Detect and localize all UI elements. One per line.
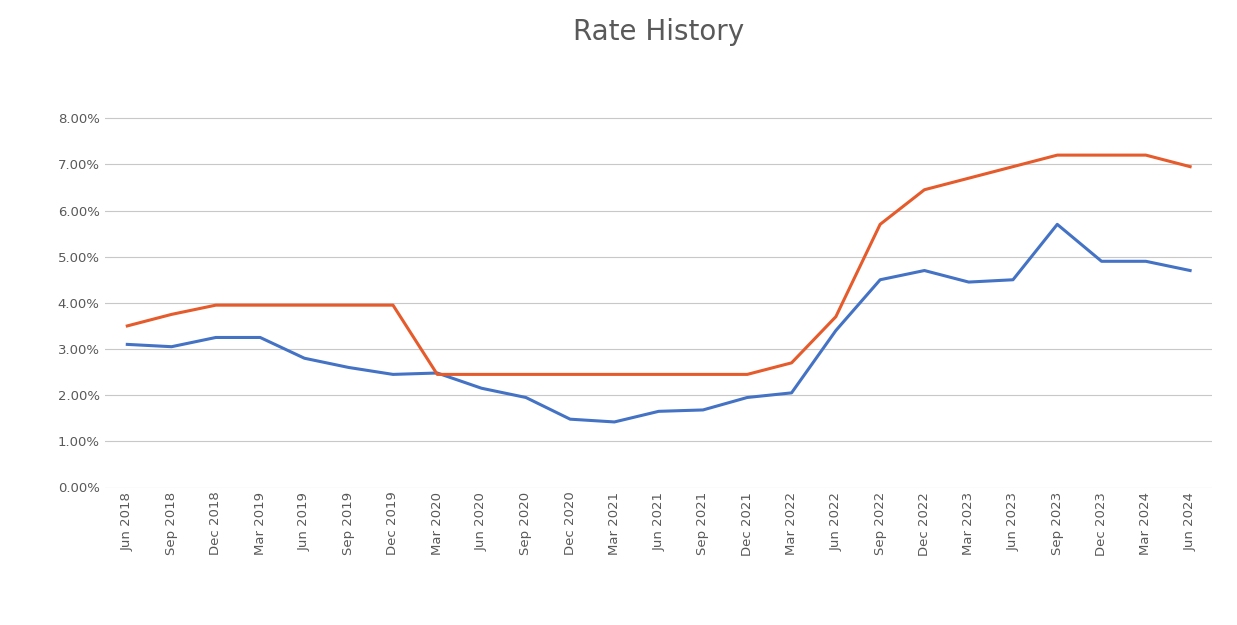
5YR Fixed Mortgage Rates [341,364,356,371]
Prime Rate [1095,151,1110,159]
Prime Rate [961,174,976,182]
5YR Fixed Mortgage Rates [1138,258,1153,265]
Prime Rate [430,371,445,378]
5YR Fixed Mortgage Rates [607,418,622,426]
5YR Fixed Mortgage Rates [652,408,667,415]
Prime Rate [1050,151,1065,159]
Prime Rate [341,301,356,309]
5YR Fixed Mortgage Rates [518,394,533,401]
Prime Rate [297,301,312,309]
Prime Rate [873,221,888,228]
5YR Fixed Mortgage Rates [873,276,888,284]
5YR Fixed Mortgage Rates [1095,258,1110,265]
Prime Rate [740,371,755,378]
5YR Fixed Mortgage Rates [1050,221,1065,228]
Prime Rate [208,301,224,309]
Prime Rate [784,359,799,367]
Prime Rate [695,371,710,378]
Prime Rate [829,313,844,321]
Prime Rate [252,301,267,309]
Prime Rate [474,371,489,378]
5YR Fixed Mortgage Rates [165,343,179,351]
Line: Prime Rate: Prime Rate [127,155,1190,374]
5YR Fixed Mortgage Rates [1006,276,1021,284]
Prime Rate [386,301,401,309]
5YR Fixed Mortgage Rates [252,334,267,341]
5YR Fixed Mortgage Rates [917,267,931,274]
5YR Fixed Mortgage Rates [386,371,401,378]
5YR Fixed Mortgage Rates [784,389,799,397]
5YR Fixed Mortgage Rates [430,369,445,377]
Prime Rate [917,186,931,194]
Prime Rate [563,371,578,378]
5YR Fixed Mortgage Rates [961,278,976,286]
Prime Rate [120,322,135,329]
Prime Rate [607,371,622,378]
5YR Fixed Mortgage Rates [474,384,489,392]
5YR Fixed Mortgage Rates [1183,267,1197,274]
5YR Fixed Mortgage Rates [120,341,135,348]
5YR Fixed Mortgage Rates [695,406,710,414]
Title: Rate History: Rate History [573,18,745,46]
Prime Rate [518,371,533,378]
Prime Rate [1006,163,1021,171]
5YR Fixed Mortgage Rates [297,354,312,362]
5YR Fixed Mortgage Rates [563,416,578,423]
Prime Rate [165,311,179,318]
Prime Rate [1183,163,1197,171]
Line: 5YR Fixed Mortgage Rates: 5YR Fixed Mortgage Rates [127,224,1190,422]
5YR Fixed Mortgage Rates [829,327,844,334]
Prime Rate [652,371,667,378]
Prime Rate [1138,151,1153,159]
5YR Fixed Mortgage Rates [740,394,755,401]
5YR Fixed Mortgage Rates [208,334,224,341]
